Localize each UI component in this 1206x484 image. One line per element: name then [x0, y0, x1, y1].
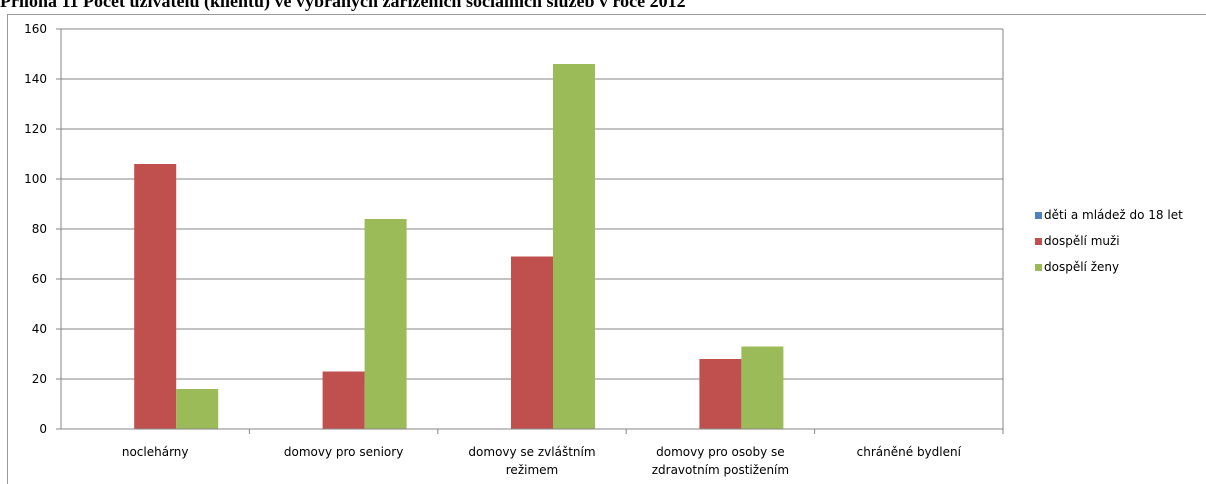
x-category-label: noclehárny — [122, 445, 189, 459]
x-category-label: režimem — [506, 463, 558, 477]
x-category-label: domovy se zvláštním — [468, 445, 595, 459]
axes — [56, 28, 1004, 434]
y-tick-label: 60 — [32, 272, 47, 286]
legend: děti a mládež do 18 let dospělí muži dospě… — [1035, 208, 1183, 274]
x-category-label: zdravotním postižením — [652, 463, 789, 477]
bars — [134, 64, 784, 429]
bar — [322, 371, 365, 429]
legend-label: děti a mládež do 18 let — [1044, 208, 1183, 222]
y-tick-label: 40 — [32, 322, 47, 336]
bar — [176, 389, 219, 429]
x-category-label: chráněné bydlení — [857, 445, 962, 459]
grid-lines — [61, 28, 1003, 380]
chart-frame — [7, 14, 1206, 484]
y-tick-label: 0 — [39, 422, 47, 436]
legend-label: dospělí muži — [1044, 234, 1120, 248]
y-tick-label: 100 — [24, 172, 47, 186]
legend-swatch — [1035, 264, 1042, 271]
x-category-label: domovy pro seniory — [284, 445, 403, 459]
legend-label: dospělí ženy — [1044, 260, 1119, 274]
y-tick-label: 140 — [24, 72, 47, 86]
bar — [553, 64, 595, 429]
bar — [134, 164, 177, 429]
x-category-label: domovy pro osoby se — [656, 445, 785, 459]
page-title: Příloha 11 Počet uživatelů (klientů) ve … — [0, 0, 686, 11]
x-axis-labels: noclehárny domovy pro seniory domovy se zv… — [122, 445, 962, 477]
bar — [741, 346, 784, 429]
y-tick-label: 80 — [32, 222, 47, 236]
legend-swatch — [1035, 238, 1042, 245]
legend-swatch — [1035, 212, 1042, 219]
y-tick-label: 160 — [24, 22, 47, 36]
y-tick-label: 120 — [24, 122, 47, 136]
y-tick-label: 20 — [32, 372, 47, 386]
bar — [364, 219, 407, 429]
bar — [511, 256, 553, 429]
y-axis-ticks: 0 20 40 60 80 100 120 140 160 — [24, 22, 47, 436]
bar — [699, 359, 742, 429]
